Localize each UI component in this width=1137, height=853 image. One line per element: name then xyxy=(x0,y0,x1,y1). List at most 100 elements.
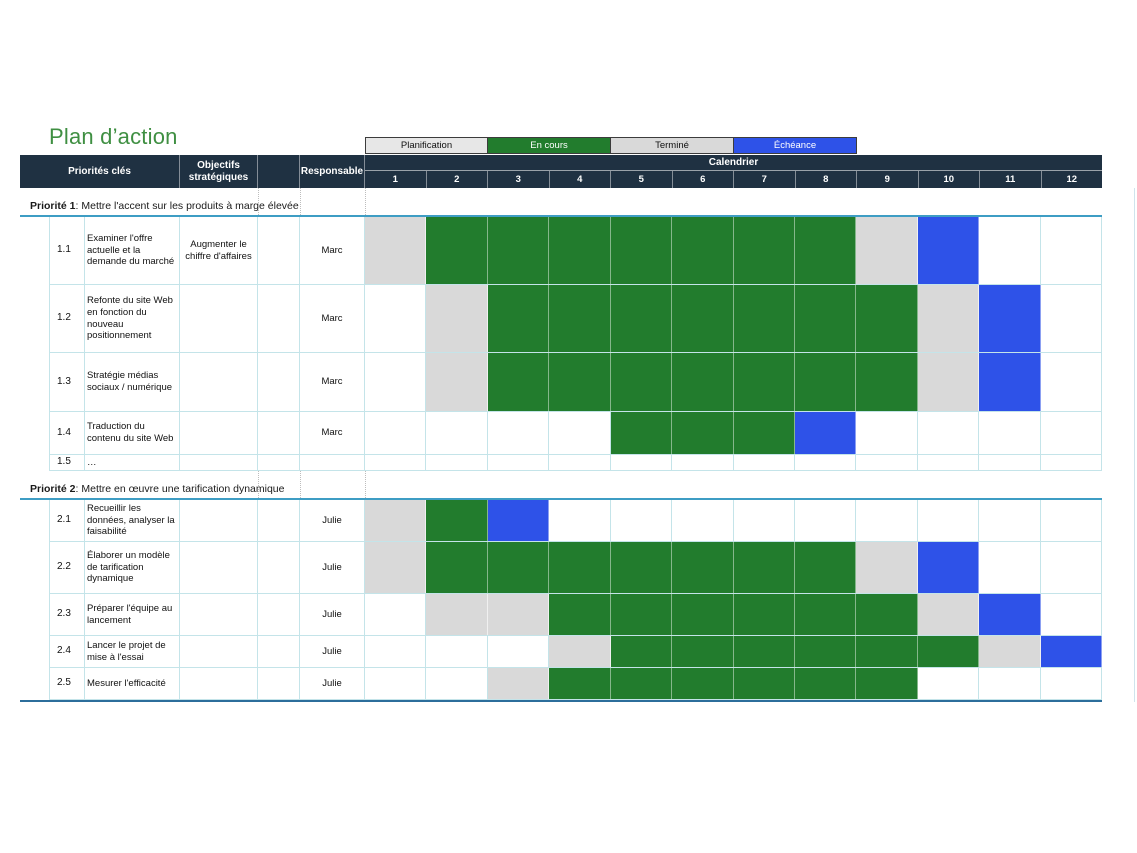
gantt-cell-month-12[interactable] xyxy=(1041,455,1103,470)
gantt-cell-month-11[interactable] xyxy=(979,500,1041,541)
gantt-cell-month-9[interactable] xyxy=(856,353,918,411)
gantt-cell-month-9[interactable] xyxy=(856,668,918,699)
gantt-cell-month-6[interactable] xyxy=(672,594,734,635)
gantt-cell-month-3[interactable] xyxy=(487,542,550,593)
gantt-cell-month-11[interactable] xyxy=(979,668,1041,699)
gantt-cell-month-9[interactable] xyxy=(856,285,918,352)
gantt-cell-month-5[interactable] xyxy=(610,217,673,284)
gantt-cell-month-10[interactable] xyxy=(917,594,980,635)
gantt-cell-month-9[interactable] xyxy=(856,455,918,470)
blank-cell[interactable] xyxy=(258,542,300,593)
gantt-cell-month-11[interactable] xyxy=(979,285,1041,352)
task-number-cell[interactable]: 2.4 xyxy=(50,636,85,667)
gantt-cell-month-1[interactable] xyxy=(365,500,427,541)
gantt-cell-month-4[interactable] xyxy=(549,500,611,541)
gantt-cell-month-8[interactable] xyxy=(795,500,857,541)
gantt-cell-month-12[interactable] xyxy=(1041,594,1103,635)
gantt-cell-month-4[interactable] xyxy=(549,542,611,593)
gantt-cell-month-2[interactable] xyxy=(426,353,488,411)
gantt-cell-month-2[interactable] xyxy=(426,542,488,593)
gantt-cell-month-4[interactable] xyxy=(549,455,611,470)
task-description-cell[interactable]: … xyxy=(85,455,180,470)
gantt-cell-month-8[interactable] xyxy=(794,594,857,635)
gantt-cell-month-11[interactable] xyxy=(979,542,1041,593)
gantt-cell-month-3[interactable] xyxy=(487,594,550,635)
gantt-cell-month-9[interactable] xyxy=(856,542,918,593)
task-number-cell[interactable]: 1.3 xyxy=(50,353,85,411)
gantt-cell-month-7[interactable] xyxy=(733,412,795,454)
gantt-cell-month-9[interactable] xyxy=(856,412,918,454)
gantt-cell-month-8[interactable] xyxy=(794,668,857,699)
gantt-cell-month-7[interactable] xyxy=(734,500,795,541)
task-number-cell[interactable]: 2.2 xyxy=(50,542,85,593)
task-number-cell[interactable]: 1.4 xyxy=(50,412,85,454)
gantt-cell-month-1[interactable] xyxy=(365,668,427,699)
gantt-cell-month-7[interactable] xyxy=(734,455,795,470)
gantt-cell-month-4[interactable] xyxy=(549,353,611,411)
responsible-cell[interactable]: Julie xyxy=(300,542,365,593)
gantt-cell-month-10[interactable] xyxy=(917,353,980,411)
gantt-cell-month-11[interactable] xyxy=(979,217,1041,284)
gantt-cell-month-10[interactable] xyxy=(918,455,980,470)
gantt-cell-month-4[interactable] xyxy=(549,594,611,635)
gantt-cell-month-2[interactable] xyxy=(426,594,488,635)
gantt-cell-month-10[interactable] xyxy=(917,285,980,352)
gantt-cell-month-7[interactable] xyxy=(733,542,795,593)
gantt-cell-month-1[interactable] xyxy=(365,636,427,667)
gantt-cell-month-12[interactable] xyxy=(1040,636,1103,667)
task-description-cell[interactable]: Lancer le projet de mise à l'essai xyxy=(85,636,180,667)
gantt-cell-month-2[interactable] xyxy=(426,500,488,541)
gantt-cell-month-5[interactable] xyxy=(610,412,673,454)
gantt-cell-month-3[interactable] xyxy=(487,668,550,699)
gantt-cell-month-5[interactable] xyxy=(610,542,673,593)
gantt-cell-month-10[interactable] xyxy=(917,636,980,667)
gantt-cell-month-6[interactable] xyxy=(672,668,734,699)
gantt-cell-month-9[interactable] xyxy=(856,217,918,284)
gantt-cell-month-5[interactable] xyxy=(610,285,673,352)
gantt-cell-month-9[interactable] xyxy=(856,594,918,635)
responsible-cell[interactable]: Julie xyxy=(300,668,365,699)
task-description-cell[interactable]: Examiner l'offre actuelle et la demande … xyxy=(85,217,180,284)
gantt-cell-month-2[interactable] xyxy=(426,668,488,699)
gantt-cell-month-11[interactable] xyxy=(979,455,1041,470)
gantt-cell-month-6[interactable] xyxy=(672,542,734,593)
section-label-1[interactable]: Priorité 1 : Mettre l'accent sur les pro… xyxy=(20,196,1102,217)
objective-cell[interactable] xyxy=(180,412,258,454)
gantt-cell-month-1[interactable] xyxy=(365,285,427,352)
gantt-cell-month-5[interactable] xyxy=(611,455,673,470)
gantt-cell-month-8[interactable] xyxy=(794,285,857,352)
gantt-cell-month-12[interactable] xyxy=(1041,285,1103,352)
gantt-cell-month-12[interactable] xyxy=(1041,412,1103,454)
gantt-cell-month-1[interactable] xyxy=(365,542,427,593)
gantt-cell-month-12[interactable] xyxy=(1041,500,1103,541)
gantt-cell-month-3[interactable] xyxy=(488,455,550,470)
gantt-cell-month-10[interactable] xyxy=(917,542,980,593)
responsible-cell[interactable]: Julie xyxy=(300,500,365,541)
gantt-cell-month-1[interactable] xyxy=(365,455,427,470)
gantt-cell-month-3[interactable] xyxy=(488,636,550,667)
objective-cell[interactable]: Augmenter le chiffre d'affaires xyxy=(180,217,258,284)
blank-cell[interactable] xyxy=(258,412,300,454)
task-description-cell[interactable]: Mesurer l'efficacité xyxy=(85,668,180,699)
gantt-cell-month-5[interactable] xyxy=(610,594,673,635)
gantt-cell-month-11[interactable] xyxy=(979,412,1041,454)
blank-cell[interactable] xyxy=(258,668,300,699)
responsible-cell[interactable]: Marc xyxy=(300,412,365,454)
gantt-cell-month-11[interactable] xyxy=(979,353,1041,411)
gantt-cell-month-8[interactable] xyxy=(794,353,857,411)
responsible-cell[interactable] xyxy=(300,455,365,470)
gantt-cell-month-9[interactable] xyxy=(856,636,918,667)
gantt-cell-month-11[interactable] xyxy=(979,594,1041,635)
gantt-cell-month-2[interactable] xyxy=(426,455,488,470)
gantt-cell-month-3[interactable] xyxy=(487,285,550,352)
gantt-cell-month-7[interactable] xyxy=(733,217,795,284)
gantt-cell-month-4[interactable] xyxy=(549,668,611,699)
gantt-cell-month-1[interactable] xyxy=(365,217,427,284)
gantt-cell-month-10[interactable] xyxy=(917,217,980,284)
gantt-cell-month-6[interactable] xyxy=(672,353,734,411)
task-number-cell[interactable]: 2.1 xyxy=(50,500,85,541)
blank-cell[interactable] xyxy=(258,285,300,352)
gantt-cell-month-5[interactable] xyxy=(610,353,673,411)
gantt-cell-month-5[interactable] xyxy=(611,500,673,541)
blank-cell[interactable] xyxy=(258,217,300,284)
